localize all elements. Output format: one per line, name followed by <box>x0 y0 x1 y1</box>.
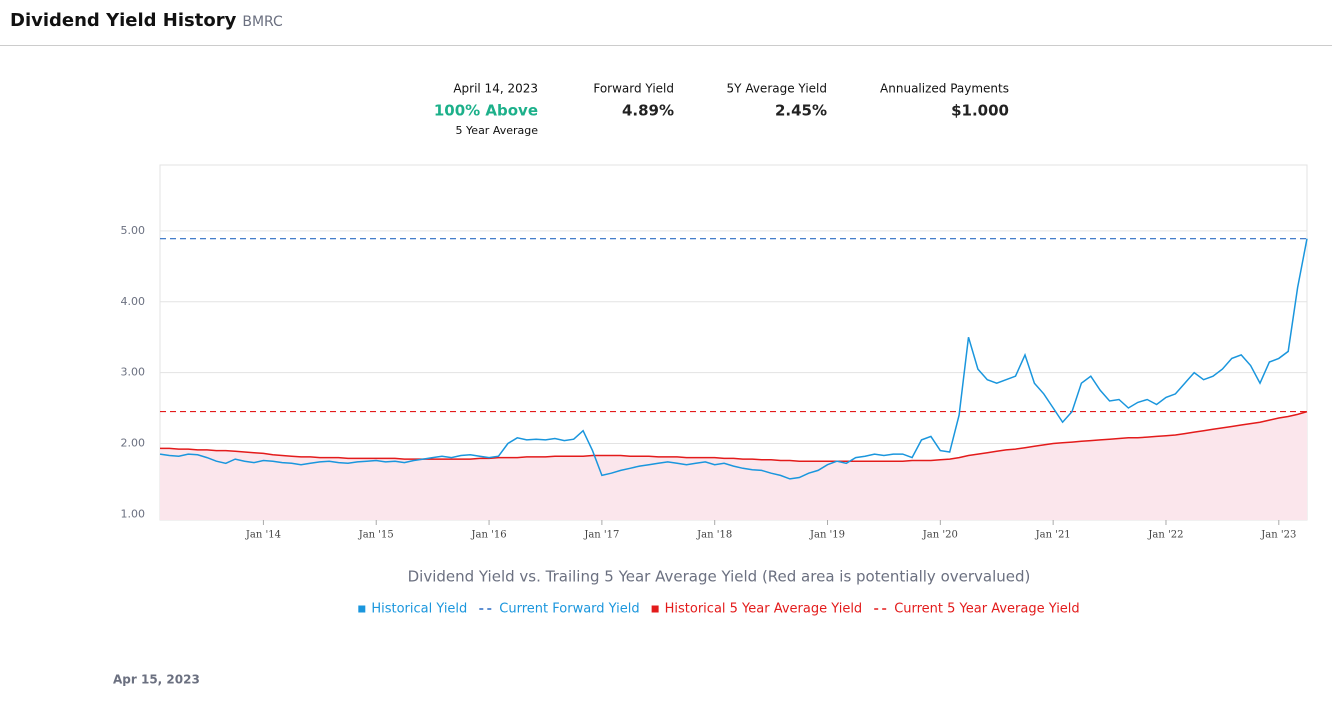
legend-label: Historical 5 Year Average Yield <box>665 602 863 617</box>
stat-label: 5Y Average Yield <box>727 82 827 96</box>
x-tick-label: Jan '14 <box>245 530 281 541</box>
x-tick-label: Jan '19 <box>809 530 845 541</box>
stat-label: Annualized Payments <box>880 82 1009 96</box>
y-tick-label: 1.00 <box>121 507 146 520</box>
legend-label: Current Forward Yield <box>499 602 639 617</box>
legend-item[interactable]: Historical Yield <box>358 602 467 617</box>
x-tick-label: Jan '18 <box>696 530 732 541</box>
legend-item[interactable]: Current 5 Year Average Yield <box>874 602 1080 617</box>
legend-label: Current 5 Year Average Yield <box>894 602 1080 617</box>
legend-marker <box>651 605 659 613</box>
legend-item[interactable]: Current Forward Yield <box>479 602 640 617</box>
legend-marker <box>358 605 366 613</box>
x-tick-label: Jan '15 <box>358 530 394 541</box>
line <box>159 238 1308 480</box>
y-tick-label: 3.00 <box>121 366 146 379</box>
x-tick-label: Jan '21 <box>1035 530 1071 541</box>
stat-value: 2.45% <box>775 102 827 120</box>
stat-label: Forward Yield <box>593 82 674 96</box>
stat-value: $1.000 <box>951 102 1009 120</box>
x-tick-label: Jan '16 <box>471 530 507 541</box>
x-tick-label: Jan '22 <box>1147 530 1183 541</box>
stat-value: 4.89% <box>622 102 674 120</box>
stat-note: 5 Year Average <box>456 124 539 137</box>
footer-date: Apr 15, 2023 <box>113 673 200 687</box>
stat-value: 100% Above <box>434 102 538 120</box>
y-tick-label: 2.00 <box>121 436 146 449</box>
page-title: Dividend Yield History <box>10 10 237 31</box>
ticker: BMRC <box>242 14 283 30</box>
y-tick-label: 5.00 <box>121 224 146 237</box>
chart-caption: Dividend Yield vs. Trailing 5 Year Avera… <box>408 568 1031 586</box>
x-tick-label: Jan '17 <box>583 530 619 541</box>
legend-label: Historical Yield <box>371 602 467 617</box>
y-tick-label: 4.00 <box>121 295 146 308</box>
line <box>160 410 1308 462</box>
legend-item[interactable]: Historical 5 Year Average Yield <box>651 602 863 617</box>
x-tick-label: Jan '23 <box>1260 530 1296 541</box>
x-tick-label: Jan '20 <box>922 530 958 541</box>
stat-label: April 14, 2023 <box>453 82 538 96</box>
